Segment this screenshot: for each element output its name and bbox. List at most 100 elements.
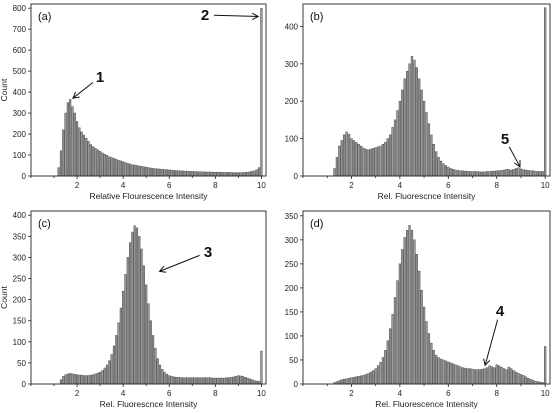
bar: [78, 374, 81, 385]
bar: [444, 360, 447, 385]
bar: [335, 157, 339, 177]
x-tick-label: 8: [494, 389, 499, 398]
bar: [500, 366, 503, 385]
bar: [71, 373, 74, 385]
bar: [179, 170, 182, 177]
bar: [444, 165, 447, 177]
bar: [147, 303, 150, 385]
bar: [202, 377, 205, 385]
bar: [209, 171, 212, 177]
bar: [221, 377, 224, 385]
bar: [498, 365, 501, 385]
bar: [248, 378, 251, 385]
bar: [181, 377, 185, 385]
bar: [391, 127, 394, 177]
bar: [232, 376, 235, 385]
bar: [225, 172, 228, 177]
bar: [103, 153, 106, 177]
bar: [198, 171, 201, 177]
bar: [168, 375, 171, 385]
bar: [345, 378, 348, 385]
bar: [544, 7, 547, 177]
bar: [156, 358, 159, 385]
bar: [140, 248, 143, 385]
y-tick-label: 200: [13, 296, 27, 305]
bar: [251, 171, 254, 177]
x-tick-label: 6: [446, 389, 451, 398]
bar: [135, 227, 139, 385]
bar: [379, 145, 382, 177]
bar: [396, 110, 399, 177]
bar: [253, 170, 256, 177]
bar: [355, 376, 358, 385]
bar: [471, 368, 474, 385]
bar: [209, 377, 212, 385]
annotation-label-2: 2: [201, 7, 209, 24]
x-tick-label: 6: [167, 389, 172, 398]
panel-0: 2 4 6 8 100100200300400500600700800Relative …: [0, 3, 267, 201]
bar: [481, 368, 484, 385]
bar: [502, 368, 506, 385]
bar: [347, 133, 351, 177]
bar: [452, 363, 455, 385]
y-tick-label: 100: [285, 332, 299, 341]
bar: [524, 376, 527, 385]
x-tick-label: 4: [398, 181, 403, 190]
bar: [473, 369, 477, 385]
bar: [483, 368, 486, 385]
bar: [156, 168, 159, 177]
bar: [437, 157, 440, 177]
bar: [239, 172, 242, 177]
y-tick-label: 250: [285, 260, 299, 269]
bar: [184, 377, 187, 385]
bar: [177, 170, 180, 177]
bar: [200, 171, 203, 177]
bar: [161, 368, 164, 385]
bar: [456, 170, 460, 177]
bar: [82, 375, 86, 385]
bar: [64, 112, 67, 177]
bar: [96, 149, 99, 177]
y-tick-label: 50: [17, 359, 26, 368]
bar: [216, 171, 219, 177]
plot-frame: [30, 210, 267, 385]
bar: [338, 145, 341, 177]
bar: [152, 335, 155, 385]
bar: [228, 377, 231, 385]
bar: [343, 378, 346, 385]
bar: [435, 151, 438, 177]
bar: [422, 306, 426, 385]
y-axis-title: Count: [0, 286, 9, 309]
bar: [478, 171, 481, 177]
bar: [57, 167, 60, 177]
bar: [415, 67, 418, 177]
annotation-arrow-3: [159, 254, 200, 272]
bar: [517, 167, 520, 177]
bar: [340, 140, 343, 177]
bar: [232, 172, 235, 177]
bar: [105, 364, 109, 385]
annotation-arrowhead-5: [514, 160, 521, 168]
annotation-label-1: 1: [96, 69, 104, 86]
bar: [179, 377, 182, 385]
bar: [126, 163, 129, 177]
bar: [454, 169, 457, 177]
bar: [531, 379, 535, 385]
bar: [430, 342, 433, 385]
bar: [207, 377, 210, 385]
bar: [122, 290, 125, 385]
bar: [420, 89, 423, 177]
y-tick-label: 0: [294, 380, 299, 389]
bar: [191, 377, 194, 385]
bar: [396, 280, 399, 385]
bar: [175, 170, 178, 177]
bar: [381, 143, 385, 177]
bar: [163, 169, 166, 177]
bar: [510, 169, 513, 177]
bar: [379, 362, 382, 385]
bar: [103, 367, 106, 385]
bar: [260, 350, 263, 385]
bar: [483, 171, 486, 177]
bar: [186, 170, 189, 177]
bar: [401, 89, 404, 177]
